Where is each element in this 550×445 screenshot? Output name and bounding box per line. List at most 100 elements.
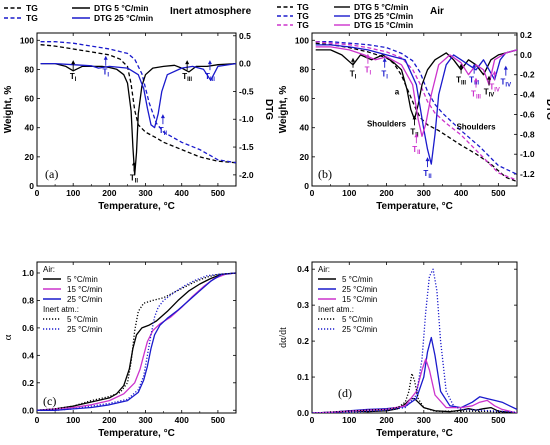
y-tick-label: 1.0 — [22, 268, 34, 278]
y2-tick-label: -1.0 — [520, 149, 535, 159]
annotation-text: T — [469, 76, 474, 85]
chart-title: Air — [430, 6, 444, 17]
x-axis-label: Temperature, °C — [376, 201, 453, 212]
x-tick-label: 0 — [310, 415, 315, 425]
x-tick-label: 400 — [454, 188, 468, 198]
annotation-arrowhead — [487, 75, 492, 80]
annotation-text: T — [501, 78, 506, 87]
chart-title: Inert atmosphere — [170, 6, 252, 17]
y-tick-label: 0 — [304, 181, 309, 191]
x-tick-label: 500 — [491, 415, 505, 425]
annotation-arrowhead — [472, 63, 477, 68]
annotation-label: TI — [365, 66, 372, 77]
chart-panel-a: 0 100 200 300 400 500 Temperature, °C 0 20 40 60 80… — [3, 3, 274, 212]
y-axis-label: Weight, % — [3, 86, 14, 134]
annotation-text: T — [70, 72, 75, 81]
panel-label: (a) — [45, 167, 58, 181]
x-tick-label: 400 — [454, 415, 468, 425]
annotation-subscript: I — [75, 77, 77, 83]
annotation-label: TIII — [469, 76, 479, 87]
legend-header: Air: — [43, 265, 55, 274]
y-tick-label: 0.0 — [297, 408, 309, 418]
y2-tick-label: -0.5 — [239, 86, 254, 96]
annotation-text: T — [130, 173, 135, 182]
y-tick-label: 0.0 — [22, 405, 34, 415]
annotation-arrowhead — [503, 65, 508, 70]
series-line-5-c-min-air — [312, 397, 517, 413]
annotation-label: TIV — [489, 83, 500, 94]
series-line-dtg-25-c-min — [40, 62, 236, 129]
legend-label: TG — [297, 2, 309, 12]
annotation-label: TIII — [456, 76, 466, 87]
annotation-subscript: I — [107, 73, 109, 79]
annotation-arrowhead — [459, 63, 464, 68]
x-tick-label: 200 — [379, 188, 393, 198]
series-line-25-c-min-air — [37, 272, 236, 411]
annotation-arrowhead — [425, 157, 430, 162]
y-axis-label: α — [2, 334, 14, 340]
y-tick-label: 100 — [295, 35, 309, 45]
panel-label: (d) — [338, 386, 352, 400]
annotation-arrowhead — [71, 60, 76, 65]
annotation-label: Shoulders — [367, 119, 407, 128]
legend-label: DTG 5 °C/min — [94, 3, 148, 13]
annotation-text: T — [456, 76, 461, 85]
annotation-subscript: II — [428, 174, 432, 180]
chart-panel-c: 0 100 200 300 400 500 Temperature, °C 0.0 0.2 0.4… — [2, 261, 237, 439]
plot-frame — [311, 261, 518, 414]
y-tick-label: 80 — [25, 64, 35, 74]
series-line-tg-25-c-min — [40, 41, 236, 164]
panel-label: (c) — [43, 394, 56, 408]
annotation-text: T — [489, 83, 494, 92]
annotation-text: T — [182, 72, 187, 81]
annotation-subscript: II — [417, 150, 421, 156]
annotation-label: TIV — [484, 88, 495, 99]
y-tick-label: 0.8 — [22, 295, 34, 305]
x-tick-label: 500 — [491, 188, 505, 198]
annotation-arrowhead — [492, 70, 497, 75]
y2-tick-label: -2.0 — [239, 170, 254, 180]
x-axis-label: Temperature, °C — [98, 428, 175, 439]
plot-frame — [311, 32, 518, 187]
y2-tick-label: 0.2 — [520, 30, 532, 40]
annotation-text: T — [423, 169, 428, 178]
y2-tick-label: -1.2 — [520, 169, 535, 179]
annotation-label: TIII — [471, 90, 481, 101]
annotation-label: TII — [130, 173, 139, 184]
y2-tick-label: -0.6 — [520, 109, 535, 119]
y-tick-label: 60 — [300, 94, 310, 104]
annotation-subscript: III — [476, 95, 481, 101]
series-line-5-c-min-air — [37, 272, 236, 411]
annotation-label: TIII — [205, 72, 215, 83]
x-tick-label: 0 — [310, 188, 315, 198]
y-tick-label: 60 — [25, 94, 35, 104]
annotation-subscript: III — [474, 81, 479, 87]
panel-label: (b) — [318, 167, 332, 181]
annotation-label: TIII — [182, 72, 192, 83]
y-axis-label: dα/dt — [278, 327, 289, 348]
annotation-text: T — [412, 145, 417, 154]
series-line-dtg-25-c-min — [315, 44, 517, 165]
annotation-arrowhead — [160, 114, 165, 119]
annotation-arrowhead — [351, 57, 355, 62]
legend-header: Inert atm.: — [318, 305, 354, 314]
x-tick-label: 100 — [342, 415, 356, 425]
x-axis-label: Temperature, °C — [98, 201, 175, 212]
annotation-text: T — [471, 90, 476, 99]
legend-label: 5 °C/min — [342, 275, 373, 284]
x-tick-label: 400 — [175, 188, 189, 198]
annotation-arrowhead — [185, 60, 190, 65]
annotation-text: a — [395, 88, 400, 97]
annotation-text: T — [159, 126, 164, 135]
x-tick-label: 100 — [342, 188, 356, 198]
annotation-arrowhead — [131, 161, 136, 166]
annotation-label: TII — [412, 145, 421, 156]
plot-frame — [36, 32, 237, 187]
annotation-arrowhead — [412, 115, 417, 120]
y2-tick-label: -0.2 — [520, 70, 535, 80]
x-tick-label: 500 — [211, 415, 225, 425]
y2-axis-label: DTG — [263, 99, 274, 120]
y2-tick-label: -1.0 — [239, 114, 254, 124]
legend-label: 5 °C/min — [67, 275, 98, 284]
